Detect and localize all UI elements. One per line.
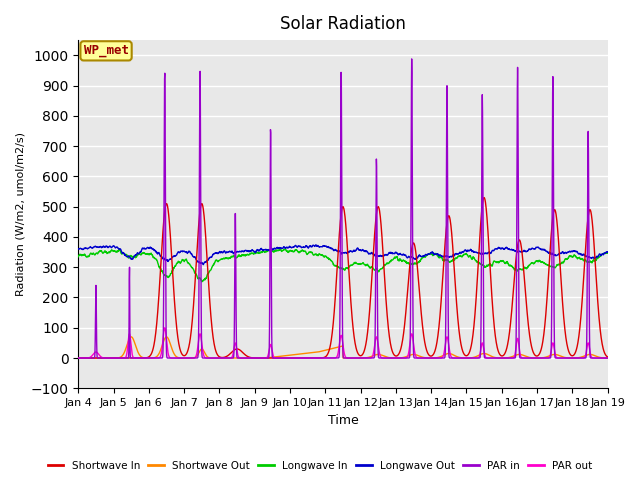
Legend: Shortwave In, Shortwave Out, Longwave In, Longwave Out, PAR in, PAR out: Shortwave In, Shortwave Out, Longwave In… (44, 456, 596, 475)
Text: WP_met: WP_met (84, 44, 129, 57)
X-axis label: Time: Time (328, 414, 358, 427)
Title: Solar Radiation: Solar Radiation (280, 15, 406, 33)
Y-axis label: Radiation (W/m2, umol/m2/s): Radiation (W/m2, umol/m2/s) (15, 132, 25, 296)
